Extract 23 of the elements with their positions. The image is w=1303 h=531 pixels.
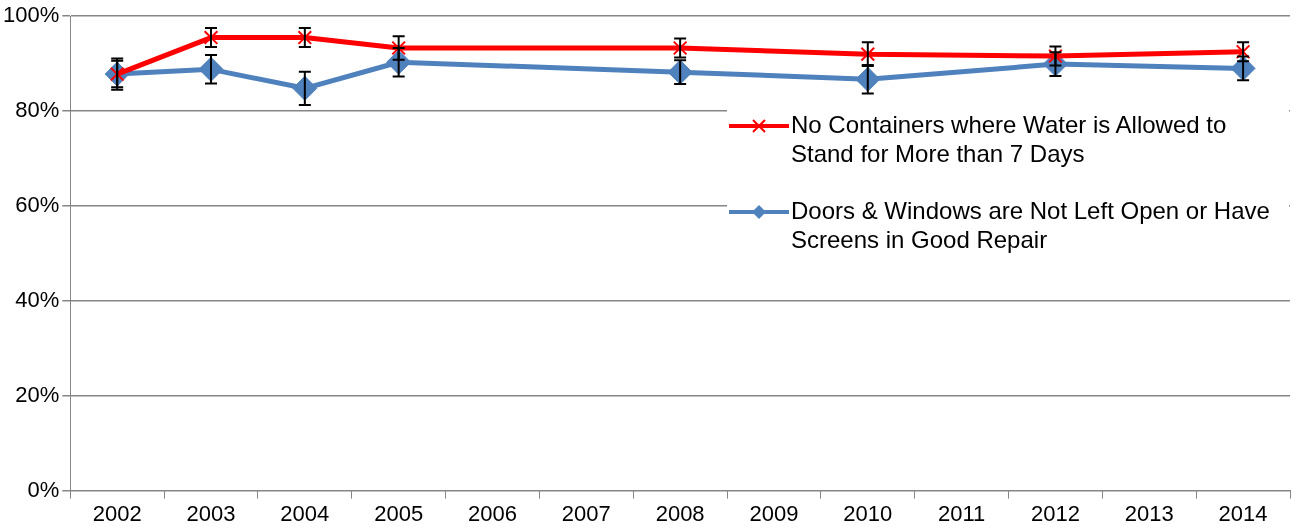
x-tick-label: 2009 — [749, 500, 799, 526]
x-tick-label: 2007 — [561, 500, 611, 526]
x-tick-label: 2008 — [655, 500, 705, 526]
x-tick-label: 2004 — [280, 500, 330, 526]
x-tick-label: 2012 — [1030, 500, 1080, 526]
y-tick-label: 0% — [27, 476, 60, 502]
y-tick-label: 60% — [15, 192, 60, 218]
x-tick-label: 2010 — [843, 500, 893, 526]
x-tick-label: 2014 — [1218, 500, 1268, 526]
point — [860, 46, 876, 62]
legend-label: Doors & Windows are Not Left Open or Have Screens in Good Repair — [791, 196, 1271, 254]
y-tick-label: 100% — [2, 2, 60, 28]
x-tick-label: 2013 — [1124, 500, 1174, 526]
x-tick-label: 2011 — [937, 500, 986, 526]
x-tick-label: 2003 — [186, 500, 236, 526]
x-tick-label: 2002 — [92, 500, 142, 526]
y-tick-label: 20% — [15, 381, 60, 407]
legend-label: No Containers where Water is Allowed to Stand for More than 7 Days — [791, 110, 1228, 168]
y-tick-label: 40% — [15, 286, 60, 312]
point — [391, 40, 407, 56]
x-tick-label: 2005 — [374, 500, 424, 526]
x-tick-label: 2006 — [468, 500, 517, 526]
y-tick-label: 80% — [15, 97, 60, 123]
